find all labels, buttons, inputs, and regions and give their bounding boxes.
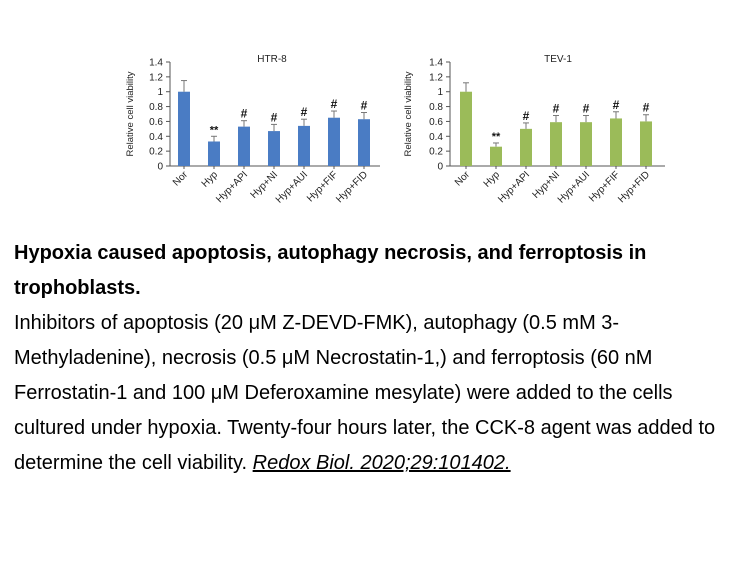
- y-tick-label: 1.4: [149, 58, 163, 69]
- citation-link[interactable]: Redox Biol. 2020;29:101402.: [252, 452, 511, 474]
- bar: [298, 125, 310, 166]
- caption-body: Inhibitors of apoptosis (20 μM Z-DEVD-FM…: [14, 306, 749, 481]
- y-tick-label: 1.2: [429, 72, 443, 83]
- bar: [640, 121, 652, 166]
- bar: [328, 117, 340, 166]
- x-tick-label: Nor: [171, 169, 191, 189]
- bar: [580, 122, 592, 166]
- significance-marker: #: [583, 101, 590, 115]
- y-tick-label: 0.4: [149, 132, 163, 143]
- x-tick-label: Hyp+API: [214, 169, 250, 205]
- x-tick-label: Hyp+FID: [334, 169, 370, 205]
- x-tick-label: Hyp+AUI: [274, 169, 310, 205]
- x-tick-label: Hyp+FID: [616, 169, 652, 205]
- significance-marker: #: [613, 98, 620, 112]
- significance-marker: #: [523, 109, 530, 123]
- caption-text: Inhibitors of apoptosis (20 μM Z-DEVD-FM…: [14, 312, 716, 474]
- y-tick-label: 0.2: [429, 147, 443, 158]
- significance-marker: #: [553, 101, 560, 115]
- x-tick-label: Nor: [453, 169, 473, 189]
- y-tick-label: 0.4: [429, 132, 443, 143]
- significance-marker: #: [643, 101, 650, 115]
- significance-marker: #: [301, 105, 308, 119]
- significance-marker: **: [210, 124, 219, 136]
- x-tick-label: Hyp: [482, 169, 503, 190]
- y-tick-label: 0.6: [149, 117, 163, 128]
- bar: [610, 118, 622, 166]
- chart-title: HTR-8: [257, 54, 287, 65]
- y-tick-label: 1.2: [149, 72, 163, 83]
- bar: [460, 91, 472, 166]
- y-tick-label: 0.8: [429, 102, 443, 113]
- x-tick-label: Hyp+API: [496, 169, 532, 205]
- bar-charts: HTR-8 Relative cell viability 0 0.2 0.4 0.6 0.…: [125, 54, 665, 206]
- y-tick-label: 0.2: [149, 147, 163, 158]
- significance-marker: #: [331, 97, 338, 111]
- y-tick-label: 0.8: [149, 102, 163, 113]
- bar: [550, 122, 562, 166]
- x-tick-label: Hyp: [200, 169, 221, 190]
- bar: [520, 128, 532, 166]
- bar: [238, 126, 250, 166]
- chart-title: TEV-1: [544, 54, 572, 65]
- caption-title: Hypoxia caused apoptosis, autophagy necr…: [14, 242, 647, 299]
- y-tick-label: 0: [157, 162, 163, 173]
- bar: [490, 146, 502, 166]
- y-tick-label: 1: [157, 87, 163, 98]
- bar: [268, 131, 280, 166]
- y-tick-label: 0.6: [429, 117, 443, 128]
- figure-panel: HTR-8 Relative cell viability 0 0.2 0.4 0.6 0.…: [0, 0, 756, 240]
- significance-marker: **: [492, 131, 501, 143]
- figure-caption: Hypoxia caused apoptosis, autophagy necr…: [14, 236, 749, 481]
- y-tick-label: 1.4: [429, 58, 443, 69]
- y-axis-label: Relative cell viability: [125, 71, 136, 156]
- significance-marker: #: [361, 99, 368, 113]
- bar: [208, 141, 220, 166]
- bar: [358, 119, 370, 166]
- y-axis-label: Relative cell viability: [403, 71, 414, 156]
- significance-marker: #: [271, 110, 278, 124]
- y-tick-label: 1: [437, 87, 443, 98]
- significance-marker: #: [241, 107, 248, 121]
- y-tick-label: 0: [437, 162, 443, 173]
- bar: [178, 91, 190, 166]
- x-tick-label: Hyp+AUI: [556, 169, 592, 205]
